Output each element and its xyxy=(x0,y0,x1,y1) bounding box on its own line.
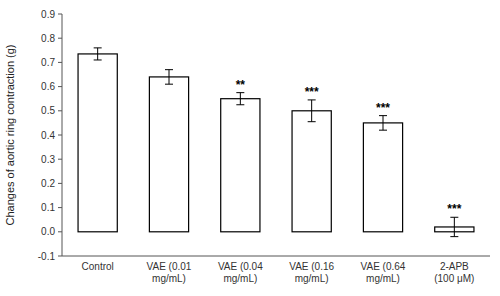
error-cap xyxy=(236,92,244,93)
error-bar xyxy=(379,116,387,131)
x-tick-label: VAE (0.16mg/mL) xyxy=(289,261,334,284)
y-tick xyxy=(58,38,62,39)
error-stem xyxy=(169,70,170,85)
x-axis-line xyxy=(62,256,490,257)
x-tick-label-line: 2-APB xyxy=(440,261,469,272)
y-tick xyxy=(58,159,62,160)
error-bar xyxy=(308,100,316,122)
y-tick-label: 0.5 xyxy=(41,105,55,116)
error-cap xyxy=(165,84,173,85)
error-stem xyxy=(240,93,241,105)
y-tick xyxy=(58,183,62,184)
error-cap xyxy=(450,236,458,237)
error-cap xyxy=(236,104,244,105)
x-tick-label: Control xyxy=(82,261,114,272)
error-stem xyxy=(311,100,312,122)
y-tick-label: 0.6 xyxy=(41,81,55,92)
bar xyxy=(78,54,117,232)
significance-label: *** xyxy=(376,101,390,115)
y-tick-label: 0.7 xyxy=(41,57,55,68)
error-bar xyxy=(94,48,102,60)
x-tick-label: VAE (0.04mg/mL) xyxy=(218,261,263,284)
y-tick-label: 0.3 xyxy=(41,154,55,165)
x-tick-label: 2-APB(100 μM) xyxy=(434,261,474,284)
error-cap xyxy=(308,121,316,122)
x-tick-label-line: mg/mL) xyxy=(366,273,400,284)
error-cap xyxy=(379,130,387,131)
y-tick xyxy=(58,62,62,63)
significance-label: *** xyxy=(447,202,461,216)
bar xyxy=(292,111,331,232)
error-cap xyxy=(308,99,316,100)
bar xyxy=(149,77,188,232)
x-tick-label-line: mg/mL) xyxy=(152,273,186,284)
x-tick-label: VAE (0.01mg/mL) xyxy=(147,261,192,284)
x-tick-label: VAE (0.64mg/mL) xyxy=(361,261,406,284)
error-cap xyxy=(94,47,102,48)
x-tick-label-line: (100 μM) xyxy=(434,273,474,284)
chart: -0.1 0.0 0.1 0.2 0.3 0.4 0.5 0.6 0.7 0.8 0.9 Change… xyxy=(0,0,500,296)
y-tick xyxy=(58,207,62,208)
bar xyxy=(221,99,260,232)
error-stem xyxy=(97,48,98,60)
significance-label: ** xyxy=(236,78,246,92)
y-tick-label: 0.1 xyxy=(41,202,55,213)
significance-label: *** xyxy=(305,85,319,99)
y-axis-line xyxy=(62,14,63,256)
y-tick xyxy=(58,256,62,257)
x-tick-label-line: Control xyxy=(82,261,114,272)
error-bar xyxy=(450,217,458,236)
error-cap xyxy=(165,69,173,70)
y-axis-label: Changes of aortic ring contraction (g) xyxy=(4,45,16,226)
y-tick-label: 0.8 xyxy=(41,33,55,44)
chart-container: -0.1 0.0 0.1 0.2 0.3 0.4 0.5 0.6 0.7 0.8 0.9 Change… xyxy=(0,0,500,296)
error-cap xyxy=(94,59,102,60)
y-axis: -0.1 0.0 0.1 0.2 0.3 0.4 0.5 0.6 0.7 0.8 0.9 xyxy=(38,9,490,262)
y-tick-label: -0.1 xyxy=(38,251,56,262)
y-tick-label: 0.4 xyxy=(41,130,55,141)
error-cap xyxy=(379,115,387,116)
y-tick xyxy=(58,110,62,111)
y-tick xyxy=(58,86,62,87)
y-tick xyxy=(58,14,62,15)
error-stem xyxy=(454,217,455,236)
x-tick-label-line: mg/mL) xyxy=(223,273,257,284)
x-tick-label-line: VAE (0.64 xyxy=(361,261,406,272)
x-tick-label-line: VAE (0.16 xyxy=(289,261,334,272)
error-bar xyxy=(236,93,244,105)
y-tick xyxy=(58,135,62,136)
y-tick-label: 0.9 xyxy=(41,9,55,20)
x-tick-label-line: VAE (0.04 xyxy=(218,261,263,272)
y-tick-label: 0.0 xyxy=(41,226,55,237)
y-tick-label: 0.2 xyxy=(41,178,55,189)
error-bar xyxy=(165,70,173,85)
bar xyxy=(363,123,402,232)
error-stem xyxy=(383,116,384,131)
plot-area xyxy=(78,48,474,237)
error-cap xyxy=(450,217,458,218)
x-tick-label-line: VAE (0.01 xyxy=(147,261,192,272)
x-tick-label-line: mg/mL) xyxy=(295,273,329,284)
y-tick xyxy=(58,231,62,232)
